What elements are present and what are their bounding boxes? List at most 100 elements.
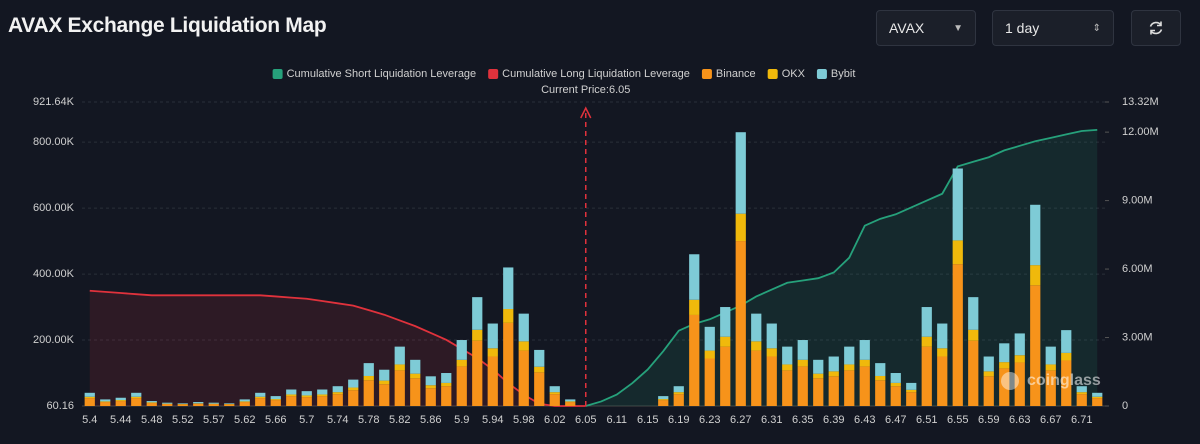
bar-segment bbox=[704, 350, 715, 359]
bar-segment bbox=[534, 349, 545, 367]
bar-segment bbox=[766, 356, 777, 406]
x-tick-label: 5.74 bbox=[327, 414, 348, 426]
current-price-arrow bbox=[580, 106, 592, 119]
bar-segment bbox=[270, 396, 281, 400]
bar-segment bbox=[425, 388, 436, 406]
bar-segment bbox=[999, 368, 1010, 406]
bar-segment bbox=[565, 399, 576, 402]
bar-segment bbox=[441, 386, 452, 406]
bar-segment bbox=[1061, 352, 1072, 361]
bar-segment bbox=[224, 404, 235, 406]
x-tick-label: 6.39 bbox=[823, 414, 844, 426]
bar-segment bbox=[239, 399, 250, 402]
bar-segment bbox=[1076, 386, 1087, 393]
bar-segment bbox=[565, 402, 576, 406]
x-tick-label: 5.9 bbox=[454, 414, 469, 426]
y2-tick-label: 13.32M bbox=[1122, 96, 1159, 108]
bar-segment bbox=[1014, 333, 1025, 356]
bar-segment bbox=[735, 213, 746, 242]
bar-segment bbox=[162, 404, 173, 406]
x-tick-label: 5.94 bbox=[482, 414, 503, 426]
bar-segment bbox=[317, 396, 328, 406]
bar-segment bbox=[84, 398, 95, 406]
legend-swatch bbox=[701, 69, 712, 79]
bar-segment bbox=[534, 372, 545, 406]
dropdown-arrow: ⇕ bbox=[1092, 22, 1101, 34]
bar-segment bbox=[379, 380, 390, 385]
bar-segment bbox=[859, 340, 870, 360]
bar-segment bbox=[115, 400, 126, 402]
bar-segment bbox=[859, 359, 870, 367]
bar-segment bbox=[844, 364, 855, 371]
y2-tick-label: 9.00M bbox=[1122, 195, 1153, 207]
bar-segment bbox=[782, 346, 793, 365]
x-tick-label: 5.98 bbox=[513, 414, 534, 426]
bar-segment bbox=[751, 341, 762, 351]
bar-segment bbox=[286, 396, 297, 406]
bar-segment bbox=[162, 402, 173, 404]
bar-segment bbox=[1045, 346, 1056, 365]
bar-segment bbox=[177, 403, 188, 405]
bar-segment bbox=[363, 363, 374, 376]
bar-segment bbox=[1030, 285, 1041, 406]
bar-segment bbox=[146, 401, 157, 403]
x-tick-label: 5.52 bbox=[172, 414, 193, 426]
bar-segment bbox=[487, 356, 498, 406]
legend-label: Cumulative Short Liquidation Leverage bbox=[287, 68, 477, 80]
coin-select[interactable]: AVAX ▼ bbox=[876, 10, 976, 46]
bar-segment bbox=[983, 356, 994, 372]
bar-segment bbox=[317, 389, 328, 395]
bar-segment bbox=[937, 356, 948, 406]
y-tick-label: 400.00K bbox=[33, 268, 75, 280]
bar-segment bbox=[255, 398, 266, 406]
bar-segment bbox=[921, 307, 932, 337]
bar-segment bbox=[131, 396, 142, 399]
bar-segment bbox=[224, 403, 235, 405]
bar-segment bbox=[1030, 204, 1041, 266]
bar-segment bbox=[286, 394, 297, 397]
bar-segment bbox=[503, 309, 514, 323]
bar-segment bbox=[906, 389, 917, 393]
x-tick-label: 5.66 bbox=[265, 414, 286, 426]
bar-segment bbox=[410, 378, 421, 406]
bar-segment bbox=[270, 399, 281, 401]
legend: Cumulative Short Liquidation Leverage Cum… bbox=[272, 68, 855, 80]
bar-segment bbox=[193, 402, 204, 404]
x-tick-label: 5.44 bbox=[110, 414, 131, 426]
x-tick-label: 5.57 bbox=[203, 414, 224, 426]
bar-segment bbox=[704, 326, 715, 351]
bar-segment bbox=[239, 401, 250, 403]
x-tick-label: 6.23 bbox=[699, 414, 720, 426]
bar-segment bbox=[348, 379, 359, 388]
bar-segment bbox=[565, 401, 576, 403]
bar-segment bbox=[673, 386, 684, 393]
x-tick-label: 6.59 bbox=[978, 414, 999, 426]
y2-tick-label: 6.00M bbox=[1122, 263, 1153, 275]
legend-label: OKX bbox=[782, 68, 806, 80]
refresh-button[interactable] bbox=[1131, 10, 1181, 46]
x-tick-label: 6.15 bbox=[637, 414, 658, 426]
bar-segment bbox=[348, 390, 359, 406]
bar-segment bbox=[208, 404, 219, 406]
x-tick-label: 6.19 bbox=[668, 414, 689, 426]
period-select[interactable]: 1 day ⇕ bbox=[992, 10, 1114, 46]
bar-segment bbox=[1061, 330, 1072, 353]
bar-segment bbox=[720, 346, 731, 406]
bar-segment bbox=[735, 241, 746, 406]
bar-segment bbox=[828, 371, 839, 377]
bar-segment bbox=[906, 382, 917, 390]
bar-segment bbox=[177, 404, 188, 406]
bar-segment bbox=[379, 384, 390, 406]
bar-segment bbox=[255, 396, 266, 399]
bar-segment bbox=[1092, 392, 1103, 397]
x-tick-label: 5.62 bbox=[234, 414, 255, 426]
bar-segment bbox=[518, 313, 529, 342]
bar-segment bbox=[456, 359, 467, 367]
x-tick-label: 5.48 bbox=[141, 414, 162, 426]
bar-segment bbox=[890, 373, 901, 383]
legend-label: Bybit bbox=[831, 68, 855, 80]
y-tick-label: 200.00K bbox=[33, 334, 75, 346]
bar-segment bbox=[1061, 360, 1072, 406]
bar-segment bbox=[549, 386, 560, 393]
